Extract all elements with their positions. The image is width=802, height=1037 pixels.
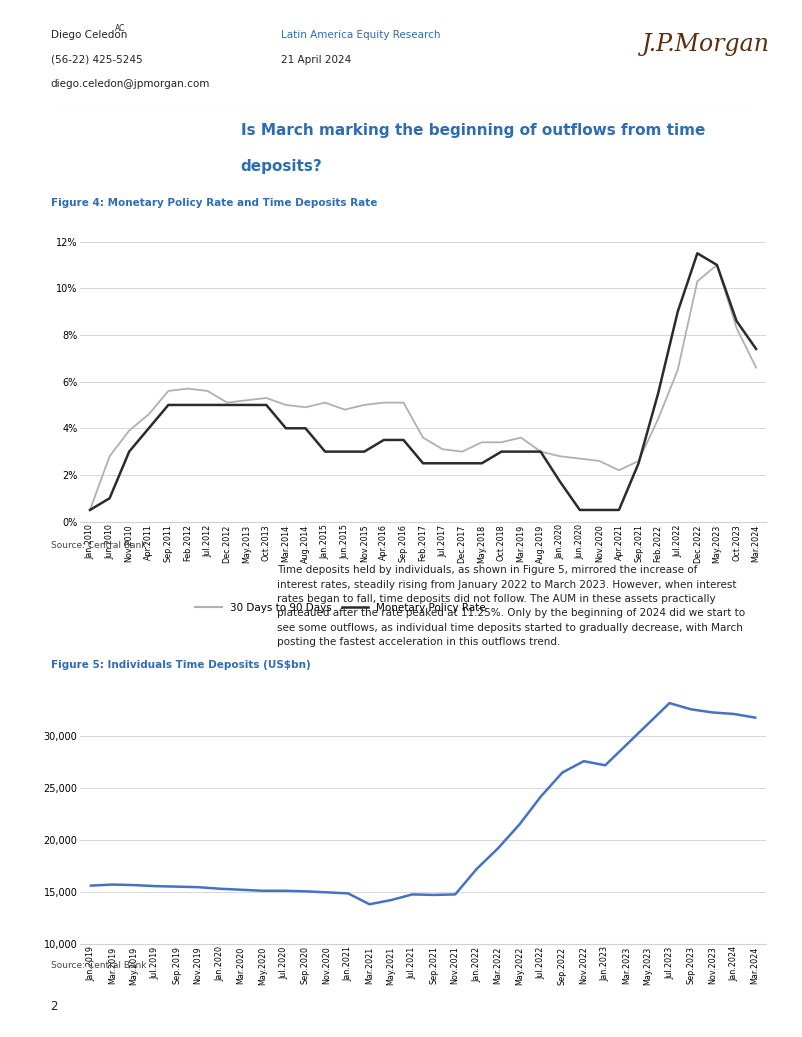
Text: Diego Celedon: Diego Celedon [51, 30, 127, 40]
Text: 2: 2 [51, 1001, 58, 1013]
Text: Source: Central Bank: Source: Central Bank [51, 961, 146, 970]
Text: AC: AC [115, 24, 126, 33]
Text: 21 April 2024: 21 April 2024 [281, 55, 351, 64]
Text: diego.celedon@jpmorgan.com: diego.celedon@jpmorgan.com [51, 80, 210, 89]
Text: Figure 5: Individuals Time Deposits (US$bn): Figure 5: Individuals Time Deposits (US$… [51, 660, 310, 670]
Text: Source: Central Bank: Source: Central Bank [51, 541, 146, 550]
Text: Time deposits held by individuals, as shown in Figure 5, mirrored the increase o: Time deposits held by individuals, as sh… [277, 565, 745, 647]
Text: Is March marking the beginning of outflows from time: Is March marking the beginning of outflo… [241, 123, 705, 138]
Text: (56-22) 425-5245: (56-22) 425-5245 [51, 55, 142, 64]
Text: Latin America Equity Research: Latin America Equity Research [281, 30, 440, 40]
Text: J.P.Morgan: J.P.Morgan [642, 33, 770, 56]
Text: deposits?: deposits? [241, 160, 322, 174]
Legend: 30 Days to 90 Days, Monetary Policy Rate: 30 Days to 90 Days, Monetary Policy Rate [192, 598, 490, 617]
Text: Figure 4: Monetary Policy Rate and Time Deposits Rate: Figure 4: Monetary Policy Rate and Time … [51, 198, 377, 208]
